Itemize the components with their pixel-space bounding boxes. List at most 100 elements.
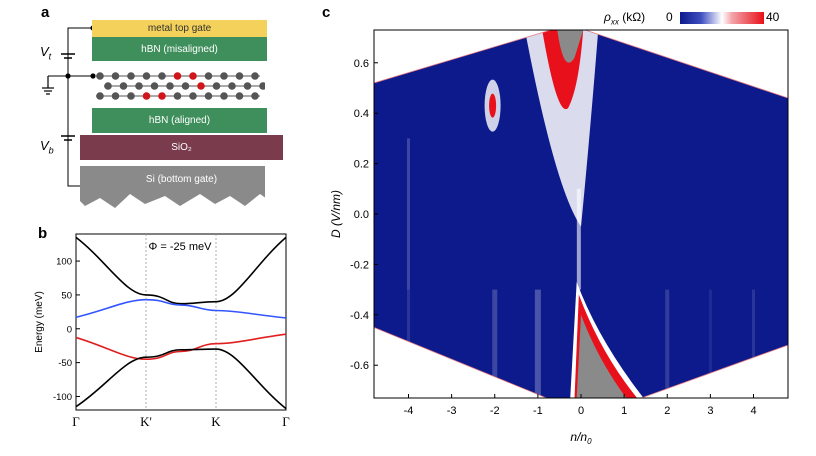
carbon-atom [259, 82, 265, 90]
flat-band-upper [75, 298, 287, 319]
heatmap-xlabel: n/n0 [570, 430, 592, 446]
heatmap-ytick-label: -0.4 [350, 310, 369, 322]
colorbar-max: 40 [766, 10, 780, 24]
heatmap-data-region [374, 30, 788, 398]
band-ylabel: Energy (meV) [34, 291, 45, 353]
filling-stripe [407, 289, 410, 398]
colorbar-min: 0 [666, 10, 673, 24]
heatmap-xtick-label: -4 [404, 405, 414, 417]
filling-stripe [708, 289, 712, 398]
conduction-band-upper [75, 236, 287, 305]
band-annotation: Φ = -25 meV [149, 241, 213, 253]
vt-sub: t [48, 51, 52, 62]
colorbar [680, 12, 764, 24]
carbon-atom [158, 72, 166, 80]
band-ytick-label: 0 [67, 324, 72, 335]
band-structure-plot: 100 50 0 -50 -100 Γ K' K Γ Φ = -25 meV Energy (… [34, 233, 290, 429]
colorbar-label: ρxx (kΩ) [604, 10, 645, 26]
heatmap-ytick-label: -0.2 [350, 259, 369, 271]
panel-c-label: c [322, 4, 331, 21]
filling-stripe [492, 289, 498, 398]
cnp-line [576, 188, 581, 290]
filling-stripe [534, 289, 541, 398]
dopant-atom [189, 72, 197, 80]
panel-b-label: b [38, 225, 48, 242]
heatmap-xtick-label: -3 [447, 405, 457, 417]
graphene-lattice [96, 72, 265, 100]
layer-hbn-aligned: hBN (aligned) [92, 108, 267, 133]
carbon-atom [243, 82, 252, 90]
layer-si: Si (bottom gate) [145, 173, 218, 185]
heatmap-ylabel: D (V/nm) [330, 190, 343, 238]
carbon-atom [204, 92, 213, 100]
heatmap-ytick-label: -0.6 [350, 360, 369, 372]
carbon-atom [251, 92, 259, 100]
carbon-atom [111, 72, 120, 80]
band-ytick-label: -50 [58, 358, 72, 369]
carbon-atom [189, 92, 197, 100]
colorbar-sub: xx [610, 17, 619, 27]
carbon-atom [204, 72, 213, 80]
carbon-atom [251, 72, 259, 80]
band-ytick-label: 50 [61, 290, 72, 301]
heatmap-xtick-label: 3 [707, 405, 713, 417]
cnp-resistive-region-top [524, 30, 599, 227]
heatmap-xtick-label: 0 [578, 405, 584, 417]
heatmap-xtick-label: 2 [664, 405, 670, 417]
valence-band-lower [75, 348, 287, 410]
band-ytick-label: -100 [53, 392, 72, 403]
carbon-atom [96, 92, 104, 100]
band-plot-frame [75, 233, 287, 411]
heatmap-xlabel-main: n/n [570, 430, 587, 444]
filling-stripe [407, 138, 410, 290]
layer-sio2: SiO₂ [80, 135, 283, 160]
carbon-atom [150, 82, 159, 90]
dopant-atom [142, 92, 151, 100]
band-xtick-label: K [211, 414, 221, 429]
carbon-atom [119, 82, 128, 90]
heatmap-ytick-label: 0.0 [354, 209, 369, 221]
schematic-wires [42, 25, 265, 208]
vb-text: V [40, 138, 49, 153]
out-of-range-top [557, 30, 584, 63]
carbon-atom [181, 82, 190, 90]
vt-label: Vt [40, 44, 51, 62]
heatmap-ytick-label: 0.2 [354, 159, 369, 171]
vb-label: Vb [40, 138, 54, 156]
dopant-atom [173, 72, 182, 80]
heatmap-xtick-label: -1 [533, 405, 543, 417]
carbon-atom [96, 72, 104, 80]
si-substrate-shape [80, 166, 265, 208]
carbon-atom [220, 92, 228, 100]
heatmap-xlabel-sub: 0 [587, 437, 592, 446]
out-of-range-bottom [576, 314, 627, 398]
filling-stripe [752, 289, 755, 398]
heatmap-ytick-label: 0.6 [354, 58, 369, 70]
carbon-atom [104, 82, 112, 90]
flat-band-lower [75, 333, 287, 361]
colorbar-unit: (kΩ) [618, 10, 646, 24]
carbon-atom [111, 92, 120, 100]
carbon-atom [220, 72, 228, 80]
colorbar-rho: ρ [604, 10, 611, 24]
carbon-atom [166, 82, 174, 90]
carbon-atom [228, 82, 236, 90]
carbon-atom [235, 92, 244, 100]
panel-a-label: a [41, 4, 50, 21]
heatmap-xtick-label: 4 [750, 405, 756, 417]
vt-text: V [40, 44, 49, 59]
dopant-atom [158, 92, 166, 100]
layer-top-gate: metal top gate [92, 20, 267, 37]
band-xtick-label: Γ [72, 414, 80, 429]
vb-sub: b [48, 145, 54, 156]
heatmap-ytick-label: 0.4 [354, 108, 369, 120]
resistance-heatmap: 0.6 0.4 0.2 0.0 -0.2 -0.4 -0.6 -4 -3 -2 -1 0 1 2 3 4 D… [330, 29, 789, 446]
dopant-atom [197, 82, 205, 90]
band-xtick-label: K' [140, 414, 152, 429]
heatmap-xtick-label: -2 [490, 405, 500, 417]
carbon-atom [127, 92, 135, 100]
heatmap-xtick-label: 1 [621, 405, 627, 417]
device-schematic: metal top gate hBN (misaligned) hBN (ali… [40, 16, 283, 216]
band-ytick-label: 100 [56, 257, 72, 268]
carbon-atom [235, 72, 244, 80]
